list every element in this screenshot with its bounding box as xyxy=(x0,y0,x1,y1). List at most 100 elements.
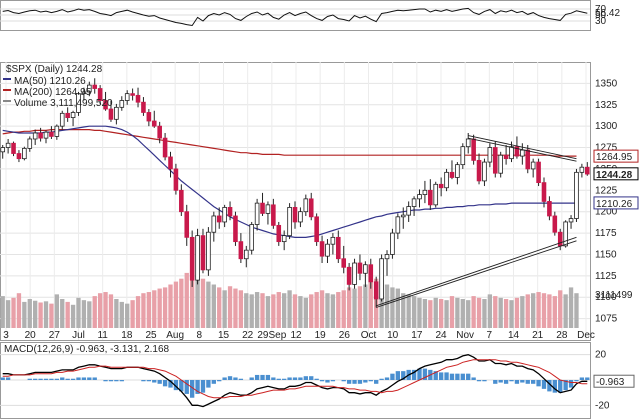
candle-body xyxy=(417,194,422,200)
macd-histogram-bar xyxy=(547,380,552,392)
candle-body xyxy=(22,147,27,160)
price-tick-label: 1350 xyxy=(595,78,618,89)
macd-histogram-bar xyxy=(390,373,395,380)
macd-tag: -0.963 xyxy=(596,377,625,388)
macd-histogram-bar xyxy=(108,380,114,382)
candle-body xyxy=(189,236,195,281)
volume-bar xyxy=(292,294,298,328)
volume-bar xyxy=(276,292,281,328)
candle-body xyxy=(87,84,92,93)
candle-body xyxy=(482,161,487,182)
volume-bar xyxy=(531,293,536,328)
volume-bar xyxy=(206,281,211,328)
volume-bar xyxy=(217,287,222,328)
candle-body xyxy=(265,204,271,214)
volume-bar xyxy=(227,286,233,328)
macd-histogram-bar xyxy=(309,376,314,380)
candle-body xyxy=(168,156,173,170)
volume-bar xyxy=(238,290,244,328)
macd-histogram-bar xyxy=(498,380,503,383)
candle-body xyxy=(233,215,238,243)
trendline xyxy=(468,135,577,160)
candle-body xyxy=(422,189,428,195)
volume-bar xyxy=(184,272,189,328)
macd-histogram-bar xyxy=(217,380,222,382)
candle-body xyxy=(287,207,292,237)
candle-body xyxy=(0,147,6,153)
volume-bar xyxy=(336,292,341,328)
volume-bar xyxy=(498,297,503,328)
candle-body xyxy=(449,171,455,178)
macd-histogram-bar xyxy=(574,380,579,382)
candle-body xyxy=(460,146,466,166)
price-tag: 1264.95 xyxy=(596,152,633,163)
macd-histogram-bar xyxy=(509,380,514,382)
volume-bar xyxy=(103,292,108,328)
volume-bar xyxy=(319,290,325,328)
candle-body xyxy=(76,93,81,113)
volume-bar xyxy=(189,270,195,328)
x-axis-label: 3 xyxy=(3,330,9,341)
candle-body xyxy=(509,146,514,160)
candle-body xyxy=(330,236,336,245)
candle-body xyxy=(428,189,433,206)
volume-bar xyxy=(314,292,319,328)
macd-histogram-bar xyxy=(341,380,346,382)
candle-body xyxy=(579,166,585,173)
macd-histogram-bar xyxy=(319,380,325,382)
volume-bar xyxy=(70,304,76,328)
candle-body xyxy=(520,149,525,157)
candle-body xyxy=(135,94,141,103)
volume-bar xyxy=(368,281,373,328)
volume-bar xyxy=(568,287,574,328)
macd-histogram-bar xyxy=(330,380,336,382)
macd-histogram-bar xyxy=(466,373,471,380)
macd-histogram-bar xyxy=(568,380,574,388)
volume-bar xyxy=(222,290,227,328)
volume-bar xyxy=(195,275,200,328)
macd-histogram-bar xyxy=(179,380,184,392)
rsi-tick-label: 70 xyxy=(595,4,607,15)
x-axis-label: 20 xyxy=(25,330,37,341)
candle-body xyxy=(455,164,460,178)
volume-bar xyxy=(38,302,43,328)
candle-body xyxy=(81,91,87,95)
volume-bar xyxy=(417,297,422,328)
price-tick-label: 1100 xyxy=(595,292,617,303)
candle-body xyxy=(49,131,54,137)
volume-bar xyxy=(54,294,59,328)
macd-histogram-bar xyxy=(374,380,379,384)
legend-swatch xyxy=(3,89,11,91)
volume-bar xyxy=(466,300,471,328)
macd-histogram-bar xyxy=(103,380,108,382)
macd-histogram-bar xyxy=(514,380,520,384)
price-tick-label: 1275 xyxy=(595,143,618,154)
price-tick-label: 1325 xyxy=(595,100,618,111)
macd-histogram-bar xyxy=(254,374,260,380)
macd-histogram-bar xyxy=(368,380,373,382)
candle-body xyxy=(54,125,60,137)
macd-histogram-bar xyxy=(43,378,49,380)
macd-histogram-bar xyxy=(346,380,352,384)
price-tick-label: 1175 xyxy=(595,228,617,239)
candle-body xyxy=(357,262,363,274)
volume-bar xyxy=(60,299,65,328)
volume-bar xyxy=(455,297,460,328)
volume-bar xyxy=(27,299,32,328)
macd-histogram-bar xyxy=(260,374,265,380)
volume-bar xyxy=(271,294,276,328)
candle-body xyxy=(487,147,493,163)
candle-body xyxy=(206,231,211,271)
volume-bar xyxy=(114,299,119,328)
macd-histogram-bar xyxy=(541,380,547,389)
candle-body xyxy=(465,138,471,148)
macd-histogram-bar xyxy=(173,380,179,391)
x-axis-label: 14 xyxy=(508,330,520,341)
trendline xyxy=(376,236,577,307)
candle-body xyxy=(536,161,541,184)
volume-bar xyxy=(179,278,184,328)
candle-body xyxy=(384,254,390,260)
volume-bar xyxy=(493,296,498,328)
volume-bar xyxy=(152,290,157,328)
macd-tick-label: -20 xyxy=(595,400,610,411)
